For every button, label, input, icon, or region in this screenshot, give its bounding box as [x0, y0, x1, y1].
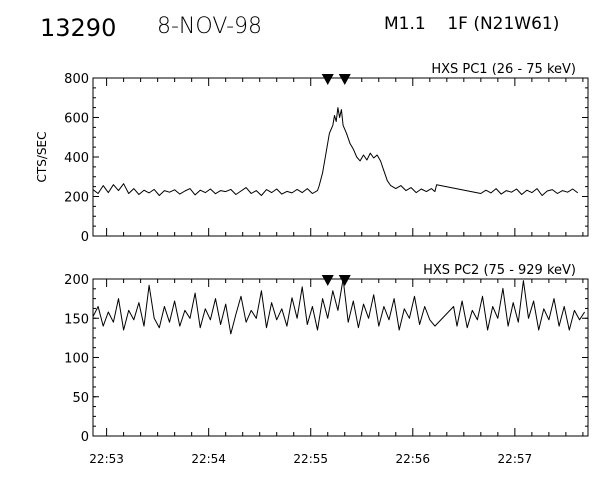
y-tick-label: 0: [81, 430, 89, 445]
x-tick-label: 22:53: [89, 452, 124, 466]
time-marker: [338, 74, 351, 85]
plot-frame: [92, 77, 589, 237]
y-axis-label: CTS/SEC: [35, 132, 49, 183]
series-line: [92, 278, 586, 335]
y-tick-label: 800: [64, 72, 89, 87]
flare-class-location: M1.1 1F (N21W61): [384, 14, 560, 34]
y-tick-label: 50: [72, 391, 89, 406]
time-marker: [321, 275, 334, 286]
x-tick-label: 22:56: [395, 452, 430, 466]
time-marker: [338, 275, 351, 286]
series-line: [92, 107, 579, 196]
y-tick-label: 0: [81, 230, 89, 245]
x-tick-label: 22:55: [293, 452, 328, 466]
x-axis-tick-labels: 22:53 22:54 22:55 22:56 22:57: [89, 452, 532, 466]
event-date: 8-NOV-98: [157, 14, 263, 39]
event-id: 13290: [40, 14, 117, 42]
time-marker: [321, 74, 334, 85]
x-tick-label: 22:57: [498, 452, 533, 466]
panel-pc1: 0 200 400 600 800 HXS PC1 (26 - 75 keV) CTS/SE…: [35, 62, 589, 245]
y-tick-label: 200: [64, 191, 89, 206]
y-tick-label: 100: [64, 352, 89, 367]
y-tick-label: 400: [64, 151, 89, 166]
y-tick-label: 200: [64, 273, 89, 288]
panel-title: HXS PC2 (75 - 929 keV): [423, 263, 576, 278]
plot-frame: [92, 278, 589, 437]
panel-pc2: 0 50 100 150 200 HXS PC2 (75 - 929 keV): [64, 263, 589, 445]
x-tick-label: 22:54: [191, 452, 226, 466]
y-tick-label: 600: [64, 112, 89, 127]
y-tick-label: 150: [64, 312, 89, 327]
panel-title: HXS PC1 (26 - 75 keV): [431, 62, 576, 77]
